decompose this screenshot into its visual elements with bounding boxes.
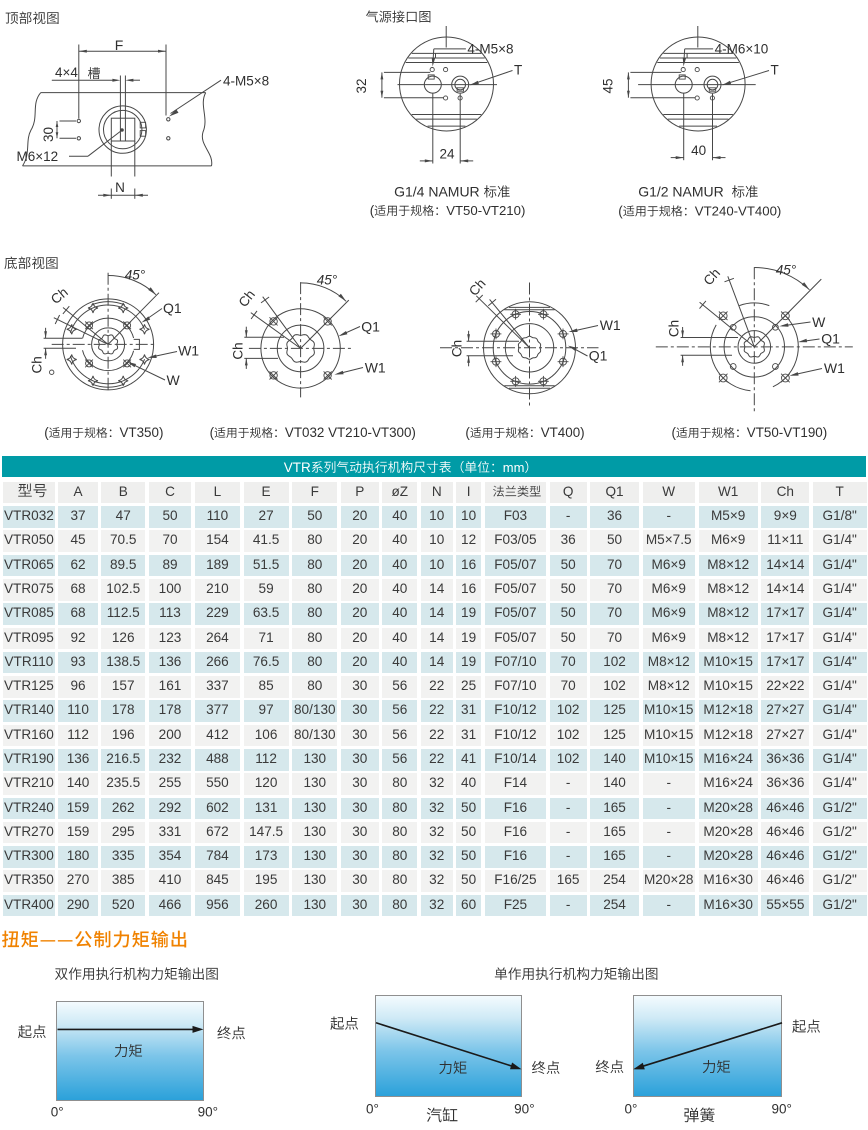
svg-text:(: (	[44, 425, 49, 440]
svg-text:Q1: Q1	[163, 300, 182, 316]
svg-text:0°: 0°	[366, 1102, 379, 1117]
svg-text:Ch: Ch	[29, 356, 44, 373]
svg-text:90°: 90°	[771, 1102, 791, 1117]
svg-text:4-M5×8: 4-M5×8	[467, 42, 513, 57]
svg-text:G1/4 NAMUR: G1/4 NAMUR	[394, 184, 480, 200]
svg-text:30: 30	[41, 127, 56, 142]
svg-text:W: W	[167, 372, 181, 388]
svg-text:VT240-VT400): VT240-VT400)	[695, 204, 782, 219]
svg-text:Q1: Q1	[821, 330, 840, 346]
svg-text:VT50-VT210): VT50-VT210)	[446, 203, 525, 218]
svg-text:Ch: Ch	[666, 320, 681, 337]
svg-text:(: (	[210, 425, 215, 440]
svg-text:W1: W1	[600, 317, 621, 333]
svg-text:0°: 0°	[625, 1102, 638, 1117]
svg-text:T: T	[514, 63, 522, 78]
svg-text:Q1: Q1	[361, 319, 380, 335]
svg-text:45: 45	[600, 78, 615, 93]
svg-text:VT032 VT210-VT300): VT032 VT210-VT300)	[285, 425, 416, 440]
svg-text:G1/2 NAMUR: G1/2 NAMUR	[638, 184, 724, 200]
svg-text:VT50-VT190): VT50-VT190)	[747, 425, 827, 440]
svg-text:W1: W1	[365, 360, 386, 376]
svg-text:45°: 45°	[776, 263, 797, 278]
svg-text:VT400): VT400)	[541, 425, 585, 440]
svg-text:Ch: Ch	[466, 276, 489, 299]
svg-text:(: (	[370, 203, 375, 218]
svg-text:45°: 45°	[125, 268, 146, 283]
svg-text:Q1: Q1	[589, 348, 608, 364]
svg-text:Ch: Ch	[450, 340, 465, 357]
svg-text:W: W	[812, 314, 826, 330]
svg-text:90°: 90°	[514, 1102, 534, 1117]
svg-text:W1: W1	[824, 360, 845, 376]
svg-text:T: T	[771, 63, 779, 78]
svg-text:45°: 45°	[317, 273, 338, 288]
svg-text:M6×12: M6×12	[17, 149, 59, 164]
svg-text:0°: 0°	[51, 1105, 64, 1120]
svg-text:Ch: Ch	[230, 342, 245, 359]
svg-text:4-M6×10: 4-M6×10	[715, 42, 769, 57]
svg-text:Ch: Ch	[48, 284, 71, 307]
svg-text:(: (	[618, 204, 623, 219]
svg-text:90°: 90°	[198, 1105, 218, 1120]
svg-text:24: 24	[439, 146, 455, 161]
svg-text:40: 40	[691, 143, 706, 158]
svg-text:4×4: 4×4	[55, 65, 78, 80]
svg-text:VT350): VT350)	[120, 425, 164, 440]
svg-text:Ch: Ch	[700, 265, 723, 288]
svg-text:32: 32	[354, 78, 369, 93]
svg-text:N: N	[115, 180, 125, 195]
svg-text:(: (	[672, 425, 677, 440]
svg-text:F: F	[115, 37, 124, 53]
svg-text:(: (	[465, 425, 470, 440]
svg-text:W1: W1	[178, 343, 199, 359]
svg-text:VTR: VTR	[284, 460, 311, 475]
svg-text:4-M5×8: 4-M5×8	[223, 74, 269, 89]
svg-text:mm: mm	[503, 460, 525, 475]
svg-text:Ch: Ch	[236, 287, 258, 310]
